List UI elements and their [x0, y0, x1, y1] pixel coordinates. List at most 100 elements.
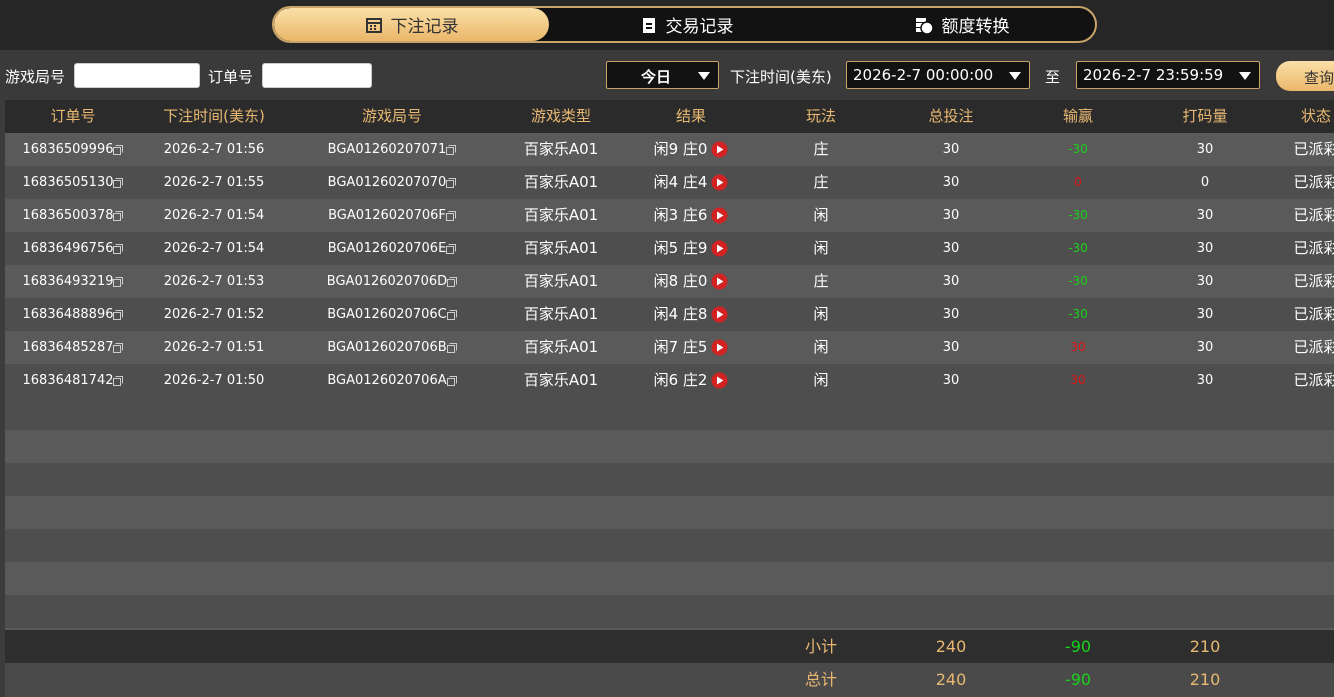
cell-text: 闲6 庄2 [653, 371, 708, 389]
cell-text: 百家乐A01 [523, 140, 599, 158]
play-icon[interactable] [711, 339, 728, 356]
table-row: 16836493219 2026-2-7 01:53 BGA0126020706D 百… [5, 265, 1334, 298]
tab[interactable]: 额度转换 [824, 8, 1095, 41]
column-header: 打码量 [1182, 107, 1228, 125]
copy-icon[interactable] [113, 375, 124, 386]
summary-cell: 240 [935, 637, 967, 656]
copy-icon[interactable] [446, 375, 457, 386]
cell: 2026-2-7 01:56 [139, 133, 289, 166]
copy-icon[interactable] [113, 309, 124, 320]
cell: 闲3 庄6 [616, 199, 766, 232]
cell-text: 30 [1196, 373, 1214, 388]
play-icon[interactable] [711, 273, 728, 290]
to-select[interactable]: 2026-2-7 23:59:59 [1076, 61, 1260, 89]
label: 下注时间(美东) [730, 68, 832, 86]
copy-icon[interactable] [113, 144, 124, 155]
cell: 百家乐A01 [486, 166, 636, 199]
order-input[interactable] [262, 63, 372, 88]
empty-row [5, 397, 1334, 430]
search-button[interactable]: 查询 [1276, 61, 1334, 91]
cell-text: 30 [942, 274, 960, 289]
cell-text: 30 [1196, 274, 1214, 289]
play-icon[interactable] [711, 306, 728, 323]
cell-text: -30 [1068, 307, 1088, 321]
cell: -30 [1003, 199, 1153, 232]
copy-icon[interactable] [446, 243, 457, 254]
cell: 30 [1130, 331, 1280, 364]
cell-text: 16836488896 [22, 307, 114, 322]
play-icon[interactable] [711, 207, 728, 224]
cell: 庄 [746, 133, 896, 166]
play-icon[interactable] [711, 240, 728, 257]
cell-text: -30 [1068, 241, 1088, 255]
cell-text: -30 [1068, 208, 1088, 222]
copy-icon[interactable] [446, 309, 457, 320]
cell: 30 [1003, 364, 1153, 397]
top-bar: 下注记录 交易记录 额度转换 [0, 0, 1334, 50]
from-select[interactable]: 2026-2-7 00:00:00 [846, 61, 1030, 89]
copy-icon[interactable] [446, 342, 457, 353]
period-select[interactable]: 今日 [606, 61, 719, 89]
cell: 闲 [746, 199, 896, 232]
cell-text: 已派彩 [1293, 206, 1334, 224]
play-icon[interactable] [711, 174, 728, 191]
cell: 百家乐A01 [486, 133, 636, 166]
cell-text: 百家乐A01 [523, 272, 599, 290]
cell-text: BGA0126020706D [326, 274, 448, 289]
cell-text: 百家乐A01 [523, 173, 599, 191]
cell: 16836485287 [0, 331, 148, 364]
cell-text: BGA0126020706C [327, 307, 447, 322]
round-input[interactable] [74, 63, 200, 88]
cell-text: 2026-2-7 01:56 [163, 142, 265, 157]
cell-text: 16836496756 [22, 241, 114, 256]
empty-row [5, 496, 1334, 529]
cell-text: 已派彩 [1293, 305, 1334, 323]
summary-cell: -90 [1064, 670, 1092, 689]
copy-icon[interactable] [113, 276, 124, 287]
cell: 30 [876, 331, 1026, 364]
cell: 已派彩 [1241, 364, 1334, 397]
play-icon[interactable] [711, 372, 728, 389]
cell-text: 庄 [813, 272, 829, 290]
tab[interactable]: 交易记录 [549, 8, 824, 41]
cell: 30 [876, 265, 1026, 298]
cell: 30 [1130, 364, 1280, 397]
cell: 0 [1003, 166, 1153, 199]
copy-icon[interactable] [113, 243, 124, 254]
cell-text: 30 [942, 142, 960, 157]
cell: 30 [1003, 331, 1153, 364]
cell: BGA0126020706B [317, 331, 467, 364]
filter-bar: 游戏局号 订单号 今日 下注时间(美东) 2026-2-7 00:00:00 至… [0, 50, 1334, 100]
tab[interactable]: 下注记录 [274, 8, 549, 41]
cell-text: 闲9 庄0 [653, 140, 708, 158]
cell-text: 闲4 庄8 [653, 305, 708, 323]
cell-text: 2026-2-7 01:54 [163, 208, 265, 223]
cell-text: 0 [1074, 175, 1082, 189]
copy-icon[interactable] [113, 342, 124, 353]
cell: 百家乐A01 [486, 199, 636, 232]
cell-text: -30 [1068, 142, 1088, 156]
copy-icon[interactable] [446, 177, 457, 188]
cell: 庄 [746, 265, 896, 298]
copy-icon[interactable] [113, 177, 124, 188]
cell-text: 闲7 庄5 [653, 338, 708, 356]
copy-icon[interactable] [447, 276, 458, 287]
cell-text: 已派彩 [1293, 272, 1334, 290]
cell-text: 30 [942, 373, 960, 388]
cell-text: 30 [1196, 208, 1214, 223]
cell-text: 16836481742 [22, 373, 114, 388]
copy-icon[interactable] [446, 144, 457, 155]
cell: 30 [1130, 133, 1280, 166]
copy-icon[interactable] [445, 210, 456, 221]
cell-text: 闲 [813, 206, 829, 224]
cell-text: 30 [1196, 241, 1214, 256]
tab-bar: 下注记录 交易记录 额度转换 [272, 6, 1097, 43]
cell: 闲 [746, 232, 896, 265]
cell: 30 [876, 298, 1026, 331]
play-icon[interactable] [711, 141, 728, 158]
cell-text: 闲 [813, 338, 829, 356]
copy-icon[interactable] [113, 210, 124, 221]
cell-text: 2026-2-7 01:55 [163, 175, 265, 190]
cell-text: 30 [942, 307, 960, 322]
